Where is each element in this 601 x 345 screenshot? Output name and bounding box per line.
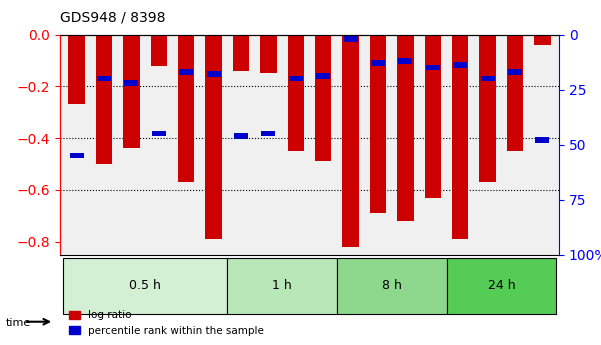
Bar bbox=[508, 69, 522, 75]
Bar bbox=[343, 34, 359, 247]
Bar bbox=[481, 76, 495, 81]
FancyBboxPatch shape bbox=[227, 258, 337, 314]
Bar bbox=[371, 60, 385, 66]
Bar bbox=[96, 34, 112, 164]
Text: time: time bbox=[6, 318, 31, 327]
Bar bbox=[234, 133, 248, 139]
Bar bbox=[206, 34, 222, 239]
Bar bbox=[178, 34, 194, 182]
Bar bbox=[398, 58, 412, 64]
Bar bbox=[426, 65, 440, 70]
Bar bbox=[288, 34, 304, 151]
Bar bbox=[150, 34, 167, 66]
Bar bbox=[425, 34, 441, 198]
Bar bbox=[97, 76, 111, 81]
Text: 0.5 h: 0.5 h bbox=[129, 279, 161, 293]
Bar bbox=[535, 137, 549, 143]
Bar bbox=[315, 34, 331, 161]
Bar bbox=[70, 153, 84, 158]
Bar bbox=[534, 34, 551, 45]
Bar bbox=[344, 36, 358, 42]
Bar bbox=[260, 34, 276, 73]
Legend: log ratio, percentile rank within the sample: log ratio, percentile rank within the sa… bbox=[66, 306, 268, 340]
FancyBboxPatch shape bbox=[63, 258, 227, 314]
Bar bbox=[152, 131, 166, 136]
Bar bbox=[370, 34, 386, 213]
Text: 24 h: 24 h bbox=[487, 279, 515, 293]
Text: 1 h: 1 h bbox=[272, 279, 292, 293]
Bar bbox=[123, 34, 139, 148]
Text: GDS948 / 8398: GDS948 / 8398 bbox=[60, 10, 166, 24]
Bar bbox=[507, 34, 523, 151]
Bar bbox=[69, 34, 85, 105]
FancyBboxPatch shape bbox=[337, 258, 447, 314]
Bar bbox=[397, 34, 413, 221]
Bar bbox=[261, 131, 275, 136]
Bar bbox=[233, 34, 249, 71]
Bar bbox=[289, 76, 303, 81]
Bar bbox=[124, 80, 138, 86]
Bar bbox=[316, 73, 330, 79]
Text: 8 h: 8 h bbox=[382, 279, 401, 293]
Bar bbox=[207, 71, 221, 77]
FancyBboxPatch shape bbox=[447, 258, 556, 314]
Bar bbox=[453, 62, 467, 68]
Bar bbox=[452, 34, 469, 239]
Bar bbox=[480, 34, 496, 182]
Bar bbox=[179, 69, 193, 75]
